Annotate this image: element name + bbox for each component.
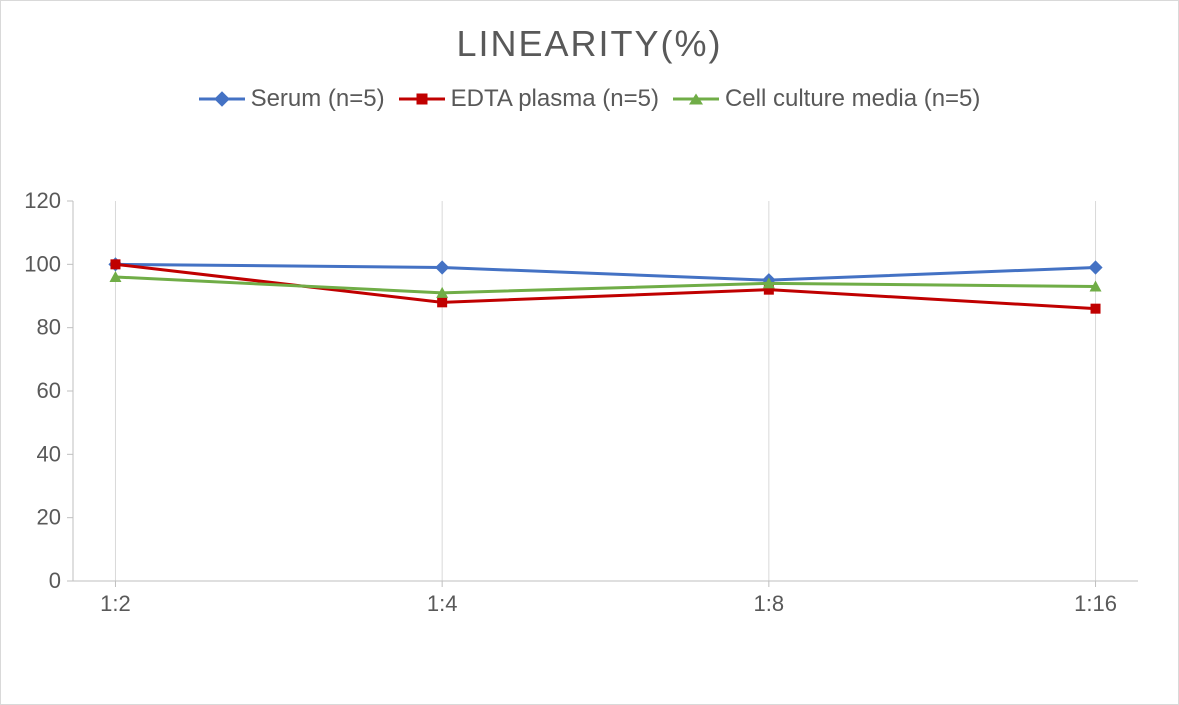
legend-swatch-edta <box>399 89 445 109</box>
svg-text:0: 0 <box>49 568 61 593</box>
svg-text:1:16: 1:16 <box>1074 591 1117 616</box>
chart-svg: 0204060801001201:21:41:81:16 <box>73 191 1148 621</box>
legend-item-edta: EDTA plasma (n=5) <box>399 85 659 113</box>
square-icon <box>416 94 427 105</box>
svg-text:60: 60 <box>37 378 61 403</box>
chart-legend: Serum (n=5) EDTA plasma (n=5) Cell cultu… <box>1 85 1178 113</box>
chart-title: LINEARITY(%) <box>1 1 1178 65</box>
svg-text:120: 120 <box>24 188 61 213</box>
diamond-icon <box>214 91 230 107</box>
legend-label: Cell culture media (n=5) <box>725 85 980 113</box>
legend-item-ccm: Cell culture media (n=5) <box>673 85 980 113</box>
svg-text:80: 80 <box>37 315 61 340</box>
plot-area: 0204060801001201:21:41:81:16 <box>73 191 1148 621</box>
svg-text:1:4: 1:4 <box>427 591 458 616</box>
svg-text:1:2: 1:2 <box>100 591 131 616</box>
legend-swatch-serum <box>199 89 245 109</box>
legend-label: EDTA plasma (n=5) <box>451 85 659 113</box>
svg-text:20: 20 <box>37 505 61 530</box>
series-line <box>115 264 1095 280</box>
legend-label: Serum (n=5) <box>251 85 385 113</box>
legend-swatch-ccm <box>673 89 719 109</box>
svg-text:1:8: 1:8 <box>754 591 785 616</box>
svg-text:40: 40 <box>37 441 61 466</box>
linearity-chart: LINEARITY(%) Serum (n=5) EDTA plasma (n=… <box>0 0 1179 705</box>
x-ticks: 1:2 1:4 1:8 1:16 <box>100 581 1117 616</box>
svg-text:100: 100 <box>24 251 61 276</box>
gridlines <box>115 201 1095 581</box>
y-ticks: 0 20 40 60 80 100 120 <box>24 188 73 593</box>
axes <box>73 201 1138 581</box>
triangle-icon <box>689 94 703 105</box>
legend-item-serum: Serum (n=5) <box>199 85 385 113</box>
series-line <box>115 277 1095 293</box>
